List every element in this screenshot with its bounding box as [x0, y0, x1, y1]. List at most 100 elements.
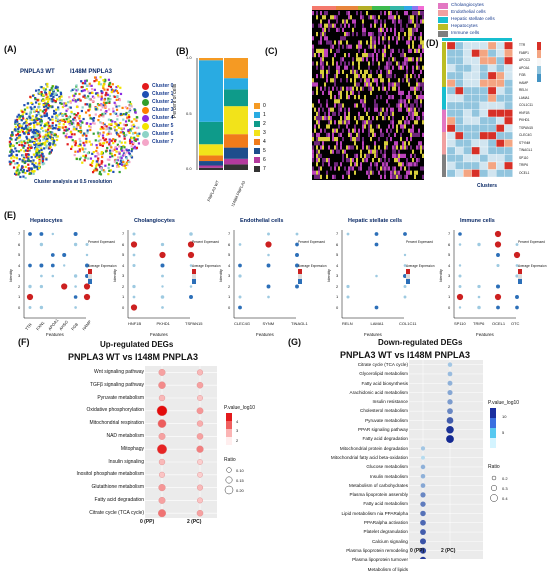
- heat-cell: [422, 78, 424, 83]
- heat-cell: [414, 48, 416, 53]
- e-dot: [85, 242, 89, 247]
- heat-cell: [348, 132, 350, 137]
- heat-cell: [322, 74, 324, 79]
- heat-cell: [324, 48, 326, 53]
- gene-label: HNF1B: [519, 110, 530, 115]
- e-dot: [132, 284, 136, 289]
- heat-cell: [326, 53, 328, 58]
- heat-cell: [410, 103, 412, 108]
- color-scale: [537, 66, 541, 74]
- heat-cell: [376, 57, 378, 62]
- spot: [110, 139, 113, 142]
- heat-cell: [358, 48, 360, 53]
- spot: [99, 127, 102, 131]
- spot: [41, 129, 45, 133]
- spot: [17, 150, 21, 153]
- spot: [34, 162, 37, 165]
- spot: [127, 100, 130, 103]
- cluster-legend-item: Cluster 6: [142, 130, 173, 138]
- heat-cell: [326, 170, 328, 175]
- heat-cell: [420, 90, 422, 95]
- b-legend-swatch: [254, 156, 260, 163]
- spot: [51, 100, 54, 103]
- spot: [100, 95, 103, 98]
- heat-cell: [414, 99, 416, 104]
- spot: [8, 160, 11, 163]
- spot: [26, 169, 29, 173]
- heat-cell: [388, 82, 390, 87]
- spot: [120, 146, 123, 149]
- spot: [51, 132, 54, 135]
- spot: [24, 124, 28, 127]
- spot: [59, 119, 62, 122]
- heat-cell: [418, 116, 420, 121]
- heat-cell: [340, 132, 342, 137]
- e-dot: [189, 232, 193, 236]
- heat-cell: [402, 124, 404, 129]
- spot: [21, 123, 25, 126]
- spot: [14, 128, 17, 131]
- heat-cell: [320, 74, 322, 79]
- heat-cell: [420, 53, 422, 58]
- e-dot: [130, 241, 138, 248]
- spot: [9, 137, 12, 140]
- spot: [71, 88, 74, 92]
- e-dot: [477, 295, 481, 299]
- heat-cell: [330, 78, 332, 83]
- heat-cell: [416, 145, 418, 150]
- heat-cell: [410, 19, 412, 24]
- spot: [57, 113, 61, 116]
- spot: [23, 104, 26, 107]
- spot: [32, 107, 35, 111]
- e-identity-tick: 7: [336, 231, 339, 236]
- heat-cell: [318, 166, 320, 171]
- heat-cell: [380, 74, 382, 79]
- heat-cell: [318, 141, 320, 146]
- e-dot: [73, 242, 78, 247]
- heat-cell: [316, 15, 318, 20]
- spot: [25, 118, 28, 121]
- heat-cell: [368, 174, 370, 179]
- heat-cell: [350, 90, 352, 95]
- spot: [67, 116, 70, 119]
- heat-cell: [356, 153, 358, 158]
- heat-cell: [374, 162, 376, 167]
- spot: [44, 109, 47, 113]
- heat-cell: [394, 19, 396, 24]
- heat-cell: [412, 124, 414, 129]
- heat-cell: [398, 170, 400, 175]
- spot: [130, 148, 134, 151]
- heat-cell: [414, 162, 416, 167]
- spot: [133, 139, 136, 142]
- heat-cell: [380, 95, 382, 100]
- heat-cell: [370, 23, 372, 28]
- spot: [46, 137, 49, 141]
- spot: [78, 150, 82, 153]
- e-identity-tick: 3: [18, 273, 21, 278]
- e-dot: [238, 263, 242, 268]
- spot: [42, 135, 45, 139]
- heat-cell: [386, 65, 388, 70]
- heat-cell: [316, 170, 318, 175]
- spot: [88, 92, 91, 95]
- heat-cell: [408, 32, 410, 37]
- panel-d-xlabel: Clusters: [477, 183, 498, 189]
- spot: [100, 168, 103, 172]
- spot: [113, 101, 116, 104]
- heat-cell: [368, 124, 370, 129]
- spot: [52, 143, 55, 146]
- spot: [134, 109, 137, 112]
- heat-cell: [344, 111, 346, 116]
- heat-cell: [394, 86, 396, 91]
- spot: [64, 112, 67, 116]
- heat-cell: [332, 107, 334, 112]
- spot: [46, 123, 49, 126]
- heat-cell: [406, 162, 408, 167]
- heat-cell: [338, 166, 340, 171]
- spot: [58, 122, 61, 125]
- e-dot: [160, 295, 165, 299]
- heat-cell: [336, 19, 338, 24]
- spot: [67, 135, 71, 139]
- heat-cell: [354, 23, 356, 28]
- spot: [106, 127, 109, 130]
